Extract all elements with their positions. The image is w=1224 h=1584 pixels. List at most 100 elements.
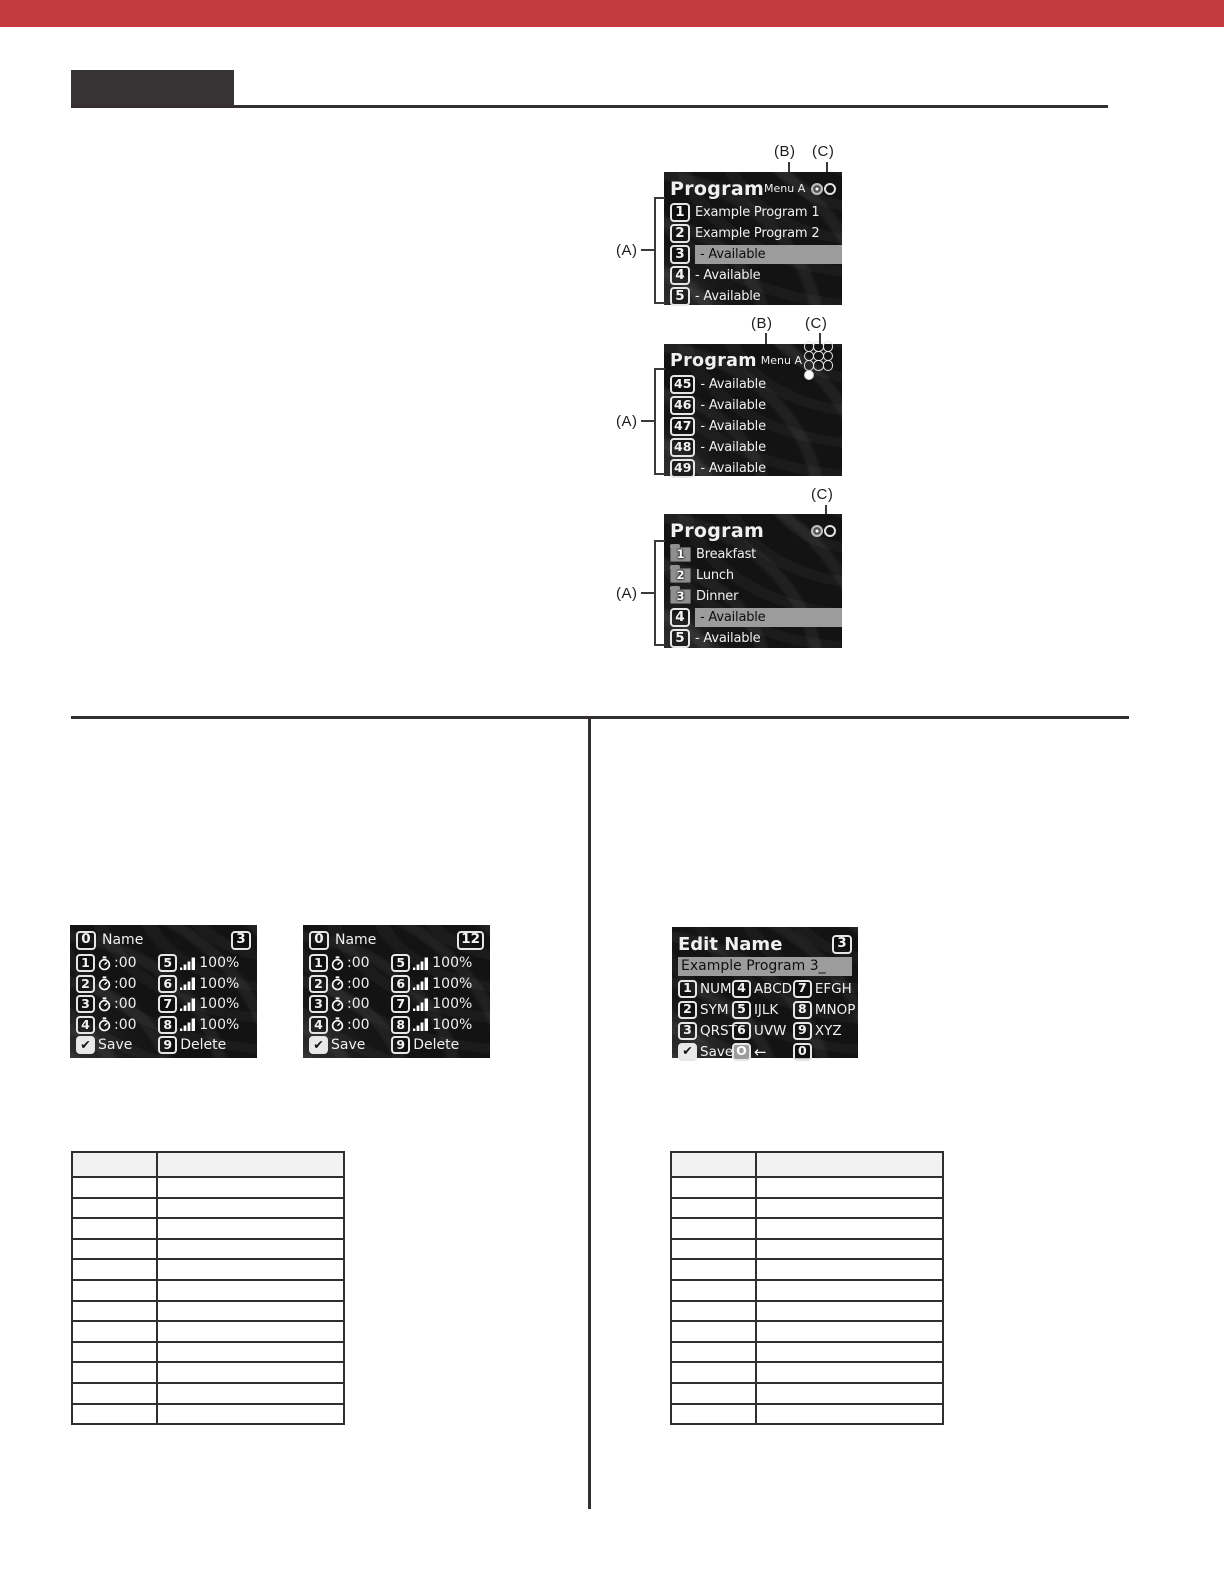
page-indicator xyxy=(811,524,836,537)
reference-table-right xyxy=(670,1151,944,1426)
callout-b-screen2: (B) xyxy=(751,315,773,332)
zero-cell: 0 _ xyxy=(792,1041,852,1062)
table-row xyxy=(670,1258,944,1281)
signal-bars-icon xyxy=(413,957,429,970)
check-icon: ✔ xyxy=(678,1042,697,1061)
row-number-key: 8 xyxy=(391,1015,411,1034)
row-number-key: 3 xyxy=(670,245,690,264)
table-row xyxy=(71,1196,345,1220)
volume-value: 100% xyxy=(199,996,240,1013)
keypad-key: 6 xyxy=(731,1021,751,1040)
menu-label: Menu A xyxy=(760,354,803,367)
keypad-label: SYM xyxy=(700,1001,729,1018)
timer-row: 3 :00 xyxy=(309,994,391,1015)
left-arrow-icon: ← xyxy=(753,1042,767,1061)
volume-row: 5 100% xyxy=(158,953,251,974)
page-indicator xyxy=(811,182,837,195)
row-number-key: 5 xyxy=(670,629,690,648)
table-row xyxy=(670,1402,944,1426)
name-input-field: Example Program 3_ xyxy=(678,957,852,976)
delete-label: Delete xyxy=(180,1037,227,1054)
keypad-cell: 6 UVW xyxy=(731,1020,793,1041)
stopwatch-icon xyxy=(331,1017,344,1032)
table-header-cell xyxy=(755,1151,944,1178)
row-number-key: 7 xyxy=(158,995,178,1014)
screen-header: Program Menu A xyxy=(670,176,837,201)
lcd-screen-edit-name: Edit Name 3 Example Program 3_ 1 NUM 4 A… xyxy=(672,927,858,1061)
table-row xyxy=(71,1278,345,1302)
volume-value: 100% xyxy=(432,975,473,992)
program-row-label: Breakfast xyxy=(696,547,757,562)
callout-tick xyxy=(765,333,767,344)
table-row xyxy=(670,1361,944,1384)
page-dot-filled-icon xyxy=(803,369,815,380)
row-number-key: 3 xyxy=(309,995,328,1014)
lcd-screen-name-2: 0 Name 12 1 :00 5 100% 2 :00 6 xyxy=(303,925,490,1058)
table-row xyxy=(670,1196,944,1220)
program-row-label: Example Program 1 xyxy=(695,205,820,220)
keypad-label: MNOP xyxy=(814,1001,856,1018)
volume-value: 100% xyxy=(199,975,240,992)
slot-number-key: 12 xyxy=(457,930,484,950)
row-number-key: 2 xyxy=(670,224,690,243)
table-header-row xyxy=(71,1151,345,1178)
signal-bars-icon xyxy=(413,998,429,1011)
keypad-key: 3 xyxy=(678,1021,697,1040)
callout-a-screen1: (A) xyxy=(616,242,638,259)
row-number-key: 6 xyxy=(391,974,411,993)
row-number-key: 1 xyxy=(309,954,328,973)
timer-row: 4 :00 xyxy=(76,1015,158,1036)
table-row xyxy=(71,1340,345,1364)
row-number-key: 48 xyxy=(670,438,696,457)
row-number-key: 5 xyxy=(158,954,178,973)
screen-title: Edit Name xyxy=(678,933,783,955)
table-row xyxy=(71,1381,345,1405)
zero-key: 0 xyxy=(309,930,329,950)
program-row: 5 - Available xyxy=(670,628,836,649)
callout-bracket xyxy=(654,197,665,304)
timer-row: 3 :00 xyxy=(76,994,158,1015)
volume-row: 6 100% xyxy=(158,974,251,995)
signal-bars-icon xyxy=(413,1018,429,1032)
screen-title: Name xyxy=(102,932,144,948)
page-dot-empty-icon xyxy=(824,182,837,195)
program-row-label: - Available xyxy=(695,608,842,627)
stopwatch-icon xyxy=(331,997,344,1012)
table-row xyxy=(71,1176,345,1199)
table-header-cell xyxy=(156,1151,345,1178)
check-icon: ✔ xyxy=(309,1036,328,1055)
page-dot-empty-icon xyxy=(822,360,834,371)
row-number-key: 4 xyxy=(309,1015,328,1034)
row-number-key: 1 xyxy=(670,203,690,222)
table-row xyxy=(670,1237,944,1261)
callout-bracket xyxy=(654,368,665,475)
stopwatch-icon xyxy=(331,956,344,971)
zero-key: 0 xyxy=(76,930,96,950)
keypad-label: QRST xyxy=(700,1022,737,1039)
callout-c-screen2: (C) xyxy=(805,315,828,332)
program-row-label: - Available xyxy=(700,461,766,476)
table-row xyxy=(71,1402,345,1426)
volume-row: 8 100% xyxy=(391,1015,484,1036)
signal-bars-icon xyxy=(180,977,196,991)
keypad-label: NUM xyxy=(700,980,732,997)
timer-row: 2 :00 xyxy=(76,974,158,995)
table-row xyxy=(670,1299,944,1323)
check-icon: ✔ xyxy=(76,1036,95,1055)
row-number-key: 45 xyxy=(670,375,696,394)
underscore-label: _ xyxy=(814,1043,822,1060)
keypad-key: 5 xyxy=(731,1000,751,1019)
folder-icon: 1 xyxy=(670,544,691,562)
save-label: Save xyxy=(331,1037,366,1054)
screen-title: Program xyxy=(670,519,765,542)
row-number-key: 8 xyxy=(158,1015,178,1034)
backspace-cell: O ← xyxy=(731,1041,793,1062)
stopwatch-icon xyxy=(331,976,344,991)
callout-connector xyxy=(641,420,654,422)
keypad-key: 9 xyxy=(792,1021,812,1040)
middle-rule xyxy=(71,716,1129,719)
page-dot-empty-icon xyxy=(822,341,834,352)
screen-header: 0 Name 12 xyxy=(309,929,484,951)
callout-bracket xyxy=(654,540,665,646)
